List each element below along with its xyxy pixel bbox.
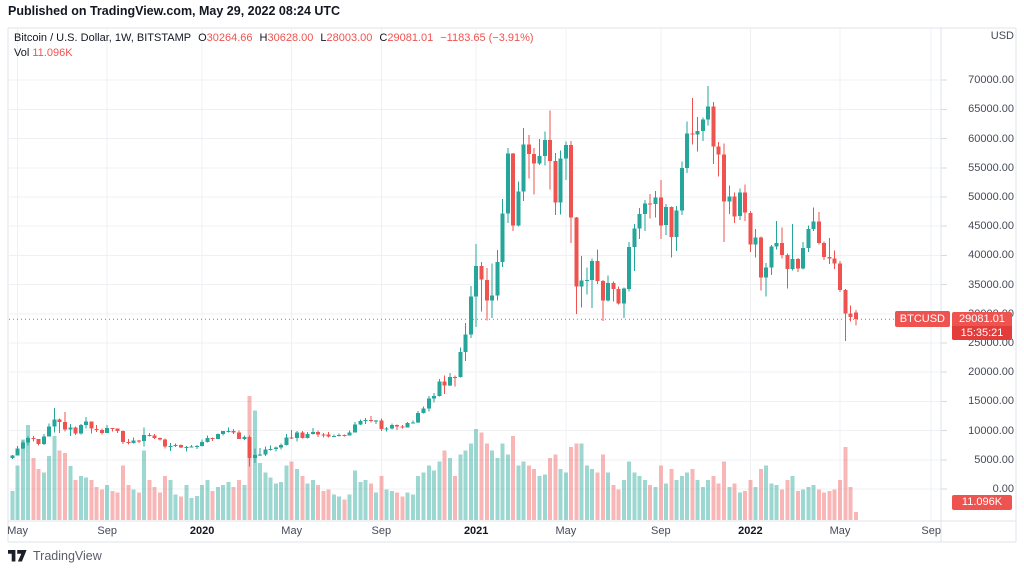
price-axis-label: 55000.00 <box>968 161 1014 174</box>
time-axis-label: Sep <box>371 525 392 537</box>
price-axis-label: 35000.00 <box>968 278 1014 291</box>
price-axis-label: 40000.00 <box>968 249 1014 262</box>
price-axis-label: 15000.00 <box>968 395 1014 408</box>
last-price-value: 29081.01 <box>959 313 1005 326</box>
price-axis-label: 0.00 <box>992 483 1014 495</box>
price-axis-label: 50000.00 <box>968 191 1014 203</box>
brand-footer[interactable]: TradingView <box>8 549 102 563</box>
price-axis-label: 20000.00 <box>968 366 1014 379</box>
price-axis-label: 65000.00 <box>968 103 1014 116</box>
symbol-title: Bitcoin / U.S. Dollar, 1W, BITSTAMP <box>14 32 192 44</box>
symbol-price-badge: BTCUSD <box>894 311 950 328</box>
chart-legend: Bitcoin / U.S. Dollar, 1W, BITSTAMP O3026… <box>14 31 534 61</box>
time-axis-label: May <box>555 525 577 537</box>
time-axis-label: May <box>281 525 303 537</box>
legend-row-volume: Vol 11.096K <box>14 46 534 61</box>
price-axis-label: 45000.00 <box>968 220 1014 233</box>
price-axis-label: 5000.00 <box>974 453 1014 466</box>
ohlc-open: O30264.66 <box>198 32 253 44</box>
volume-axis-badge: 11.096K <box>952 495 1012 510</box>
last-price-badge: 29081.01 15:35:21 <box>952 312 1012 341</box>
legend-row-symbol: Bitcoin / U.S. Dollar, 1W, BITSTAMP O3026… <box>14 31 534 46</box>
time-axis-label: 2020 <box>189 525 215 537</box>
time-axis-label: Sep <box>921 525 941 537</box>
volume-value: 11.096K <box>32 47 73 59</box>
time-axis-label: May <box>829 525 851 537</box>
price-axis-currency: USD <box>990 30 1014 42</box>
ohlc-low: L28003.00 <box>320 32 373 44</box>
time-axis-label: 2022 <box>738 525 763 537</box>
price-axis-label: 10000.00 <box>968 424 1014 437</box>
countdown-timer: 15:35:21 <box>952 326 1012 341</box>
ohlc-high: H30628.00 <box>259 32 314 44</box>
time-axis-label: May <box>7 525 28 537</box>
brand-name: TradingView <box>33 549 102 563</box>
tradingview-logo-icon <box>8 550 27 562</box>
time-axis-label: 2021 <box>463 525 489 537</box>
volume-label: Vol <box>14 47 30 59</box>
price-change: −1183.65 (−3.91%) <box>440 32 534 44</box>
ohlc-close: C29081.01 <box>379 32 434 44</box>
published-line: Published on TradingView.com, May 29, 20… <box>8 4 341 18</box>
price-axis-label: 60000.00 <box>968 132 1014 145</box>
time-axis-label: Sep <box>651 525 671 537</box>
price-axis-label: 70000.00 <box>968 74 1014 87</box>
time-axis-label: Sep <box>97 525 117 537</box>
